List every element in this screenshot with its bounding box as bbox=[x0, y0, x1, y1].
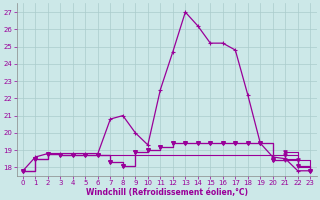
X-axis label: Windchill (Refroidissement éolien,°C): Windchill (Refroidissement éolien,°C) bbox=[85, 188, 248, 197]
